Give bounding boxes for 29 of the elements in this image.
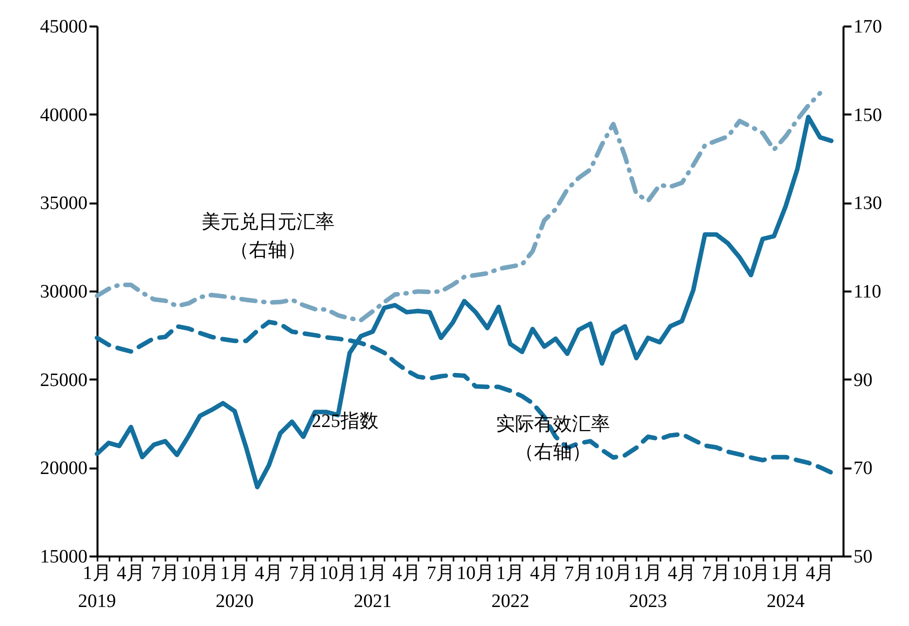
series-label: 225指数	[312, 411, 378, 432]
y-tick-label: 30000	[40, 282, 88, 302]
series-label: 美元兑日元汇率（右轴）	[202, 211, 334, 261]
y2-tick-label: 110	[854, 282, 882, 302]
x-tick-label: 7月	[151, 563, 180, 584]
y-tick-label: 35000	[40, 193, 88, 214]
series-label: 实际有效汇率（右轴）	[496, 413, 610, 463]
y2-tick-label: 130	[854, 193, 882, 214]
line-series	[94, 114, 834, 490]
x-tick-label: 4月	[254, 563, 284, 584]
y2-tick-label: 50	[854, 546, 872, 568]
x-tick-label: 4月	[116, 563, 146, 584]
y2-tick-label: 90	[854, 370, 872, 391]
x-tick-label: 7月	[702, 563, 731, 584]
y2-tick-label: 70	[854, 458, 872, 480]
x-tick-label: 4月	[668, 563, 696, 584]
x-tick-label: 4月	[806, 563, 834, 584]
x-tick-label: 7月	[564, 563, 593, 584]
y-tick-label: 25000	[40, 370, 88, 391]
x-tick-label: 7月	[426, 563, 456, 584]
y-tick-label: 20000	[40, 458, 88, 480]
y2-tick-label: 150	[854, 104, 882, 126]
x-tick-label: 4月	[392, 563, 421, 584]
y2-tick-label: 170	[854, 16, 882, 38]
y-tick-label: 40000	[40, 104, 88, 126]
x-tick-label: 4月	[530, 563, 559, 584]
x-tick-label: 7月	[289, 563, 318, 584]
y-tick-label: 45000	[40, 16, 88, 38]
line-series	[94, 90, 822, 322]
